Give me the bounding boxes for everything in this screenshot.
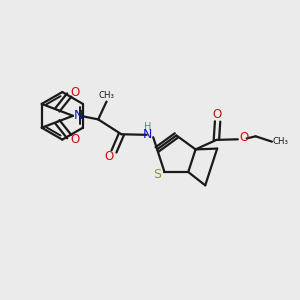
Text: N: N [74,109,84,122]
Text: O: O [239,131,248,144]
Text: CH₃: CH₃ [273,137,289,146]
Text: CH₃: CH₃ [98,91,115,100]
Text: O: O [70,133,80,146]
Text: S: S [153,169,161,182]
Text: H: H [144,122,152,131]
Text: O: O [104,150,113,163]
Text: O: O [212,108,222,122]
Text: N: N [143,128,152,141]
Text: O: O [70,85,80,98]
